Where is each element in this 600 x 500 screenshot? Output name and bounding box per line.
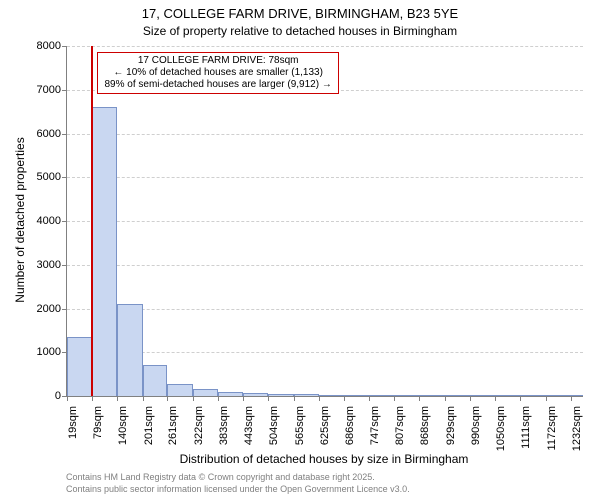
- y-tick-mark: [62, 221, 67, 222]
- y-tick-label: 7000: [37, 84, 61, 96]
- histogram-bar: [193, 389, 218, 396]
- x-axis-label: Distribution of detached houses by size …: [66, 452, 582, 466]
- plot-area: 01000200030004000500060007000800019sqm79…: [66, 46, 583, 397]
- histogram-bar: [294, 394, 319, 396]
- x-tick-mark: [294, 396, 295, 401]
- histogram-bar: [419, 395, 444, 396]
- x-tick-mark: [67, 396, 68, 401]
- histogram-bar: [520, 395, 545, 396]
- x-tick-mark: [419, 396, 420, 401]
- histogram-bar: [571, 395, 583, 396]
- grid-line: [67, 352, 583, 353]
- source-line-2: Contains public sector information licen…: [66, 484, 410, 494]
- x-tick-mark: [470, 396, 471, 401]
- histogram-bar: [143, 365, 168, 396]
- annotation-line-2: ← 10% of detached houses are smaller (1,…: [104, 67, 331, 79]
- x-tick-mark: [394, 396, 395, 401]
- y-tick-label: 6000: [37, 128, 61, 140]
- x-tick-mark: [520, 396, 521, 401]
- y-tick-mark: [62, 309, 67, 310]
- grid-line: [67, 134, 583, 135]
- x-tick-mark: [495, 396, 496, 401]
- x-tick-mark: [319, 396, 320, 401]
- x-tick-mark: [268, 396, 269, 401]
- y-tick-label: 0: [55, 390, 61, 402]
- annotation-line-1: 17 COLLEGE FARM DRIVE: 78sqm: [104, 55, 331, 67]
- x-tick-mark: [193, 396, 194, 401]
- grid-line: [67, 46, 583, 47]
- histogram-bar: [495, 395, 520, 396]
- y-tick-mark: [62, 46, 67, 47]
- histogram-bar: [546, 395, 571, 396]
- y-tick-label: 5000: [37, 171, 61, 183]
- chart-subtitle: Size of property relative to detached ho…: [0, 24, 600, 38]
- histogram-bar: [445, 395, 470, 396]
- y-tick-label: 3000: [37, 259, 61, 271]
- y-tick-label: 4000: [37, 215, 61, 227]
- histogram-bar: [117, 304, 142, 396]
- histogram-bar: [319, 395, 344, 396]
- property-marker-line: [91, 46, 93, 396]
- source-line-1: Contains HM Land Registry data © Crown c…: [66, 472, 375, 482]
- y-tick-mark: [62, 265, 67, 266]
- grid-line: [67, 309, 583, 310]
- histogram-bar: [167, 384, 192, 396]
- x-tick-mark: [218, 396, 219, 401]
- grid-line: [67, 177, 583, 178]
- y-tick-mark: [62, 90, 67, 91]
- histogram-bar: [268, 394, 293, 396]
- grid-line: [67, 221, 583, 222]
- y-tick-label: 8000: [37, 40, 61, 52]
- x-tick-mark: [369, 396, 370, 401]
- y-tick-label: 1000: [37, 346, 61, 358]
- histogram-bar: [369, 395, 394, 396]
- x-tick-mark: [243, 396, 244, 401]
- x-tick-mark: [546, 396, 547, 401]
- x-tick-mark: [167, 396, 168, 401]
- x-tick-mark: [344, 396, 345, 401]
- chart-title: 17, COLLEGE FARM DRIVE, BIRMINGHAM, B23 …: [0, 6, 600, 21]
- x-tick-mark: [571, 396, 572, 401]
- x-tick-mark: [445, 396, 446, 401]
- histogram-bar: [67, 337, 92, 396]
- histogram-bar: [218, 392, 243, 396]
- grid-line: [67, 265, 583, 266]
- x-tick-mark: [92, 396, 93, 401]
- chart-container: { "chart": { "type": "histogram", "title…: [0, 0, 600, 500]
- histogram-bar: [394, 395, 419, 396]
- histogram-bar: [92, 107, 117, 396]
- annotation-box: 17 COLLEGE FARM DRIVE: 78sqm← 10% of det…: [97, 52, 338, 94]
- y-tick-label: 2000: [37, 303, 61, 315]
- x-tick-mark: [117, 396, 118, 401]
- y-tick-mark: [62, 134, 67, 135]
- histogram-bar: [470, 395, 495, 396]
- histogram-bar: [243, 393, 268, 396]
- x-tick-mark: [143, 396, 144, 401]
- histogram-bar: [344, 395, 369, 396]
- y-tick-mark: [62, 177, 67, 178]
- annotation-line-3: 89% of semi-detached houses are larger (…: [104, 79, 331, 91]
- y-axis-label: Number of detached properties: [13, 120, 27, 320]
